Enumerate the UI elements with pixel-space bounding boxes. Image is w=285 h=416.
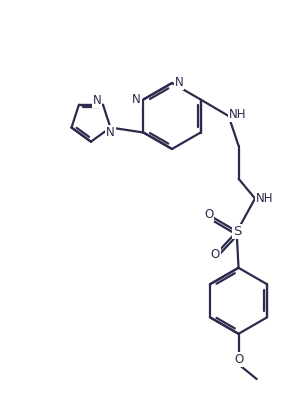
Text: N: N (106, 126, 115, 139)
Text: N: N (93, 94, 101, 107)
Text: N: N (132, 93, 141, 106)
Text: O: O (204, 208, 213, 221)
Text: N: N (175, 77, 183, 89)
Text: O: O (211, 248, 220, 261)
Text: NH: NH (229, 109, 246, 121)
Text: NH: NH (256, 192, 274, 205)
Text: O: O (234, 353, 243, 366)
Text: S: S (233, 225, 241, 238)
